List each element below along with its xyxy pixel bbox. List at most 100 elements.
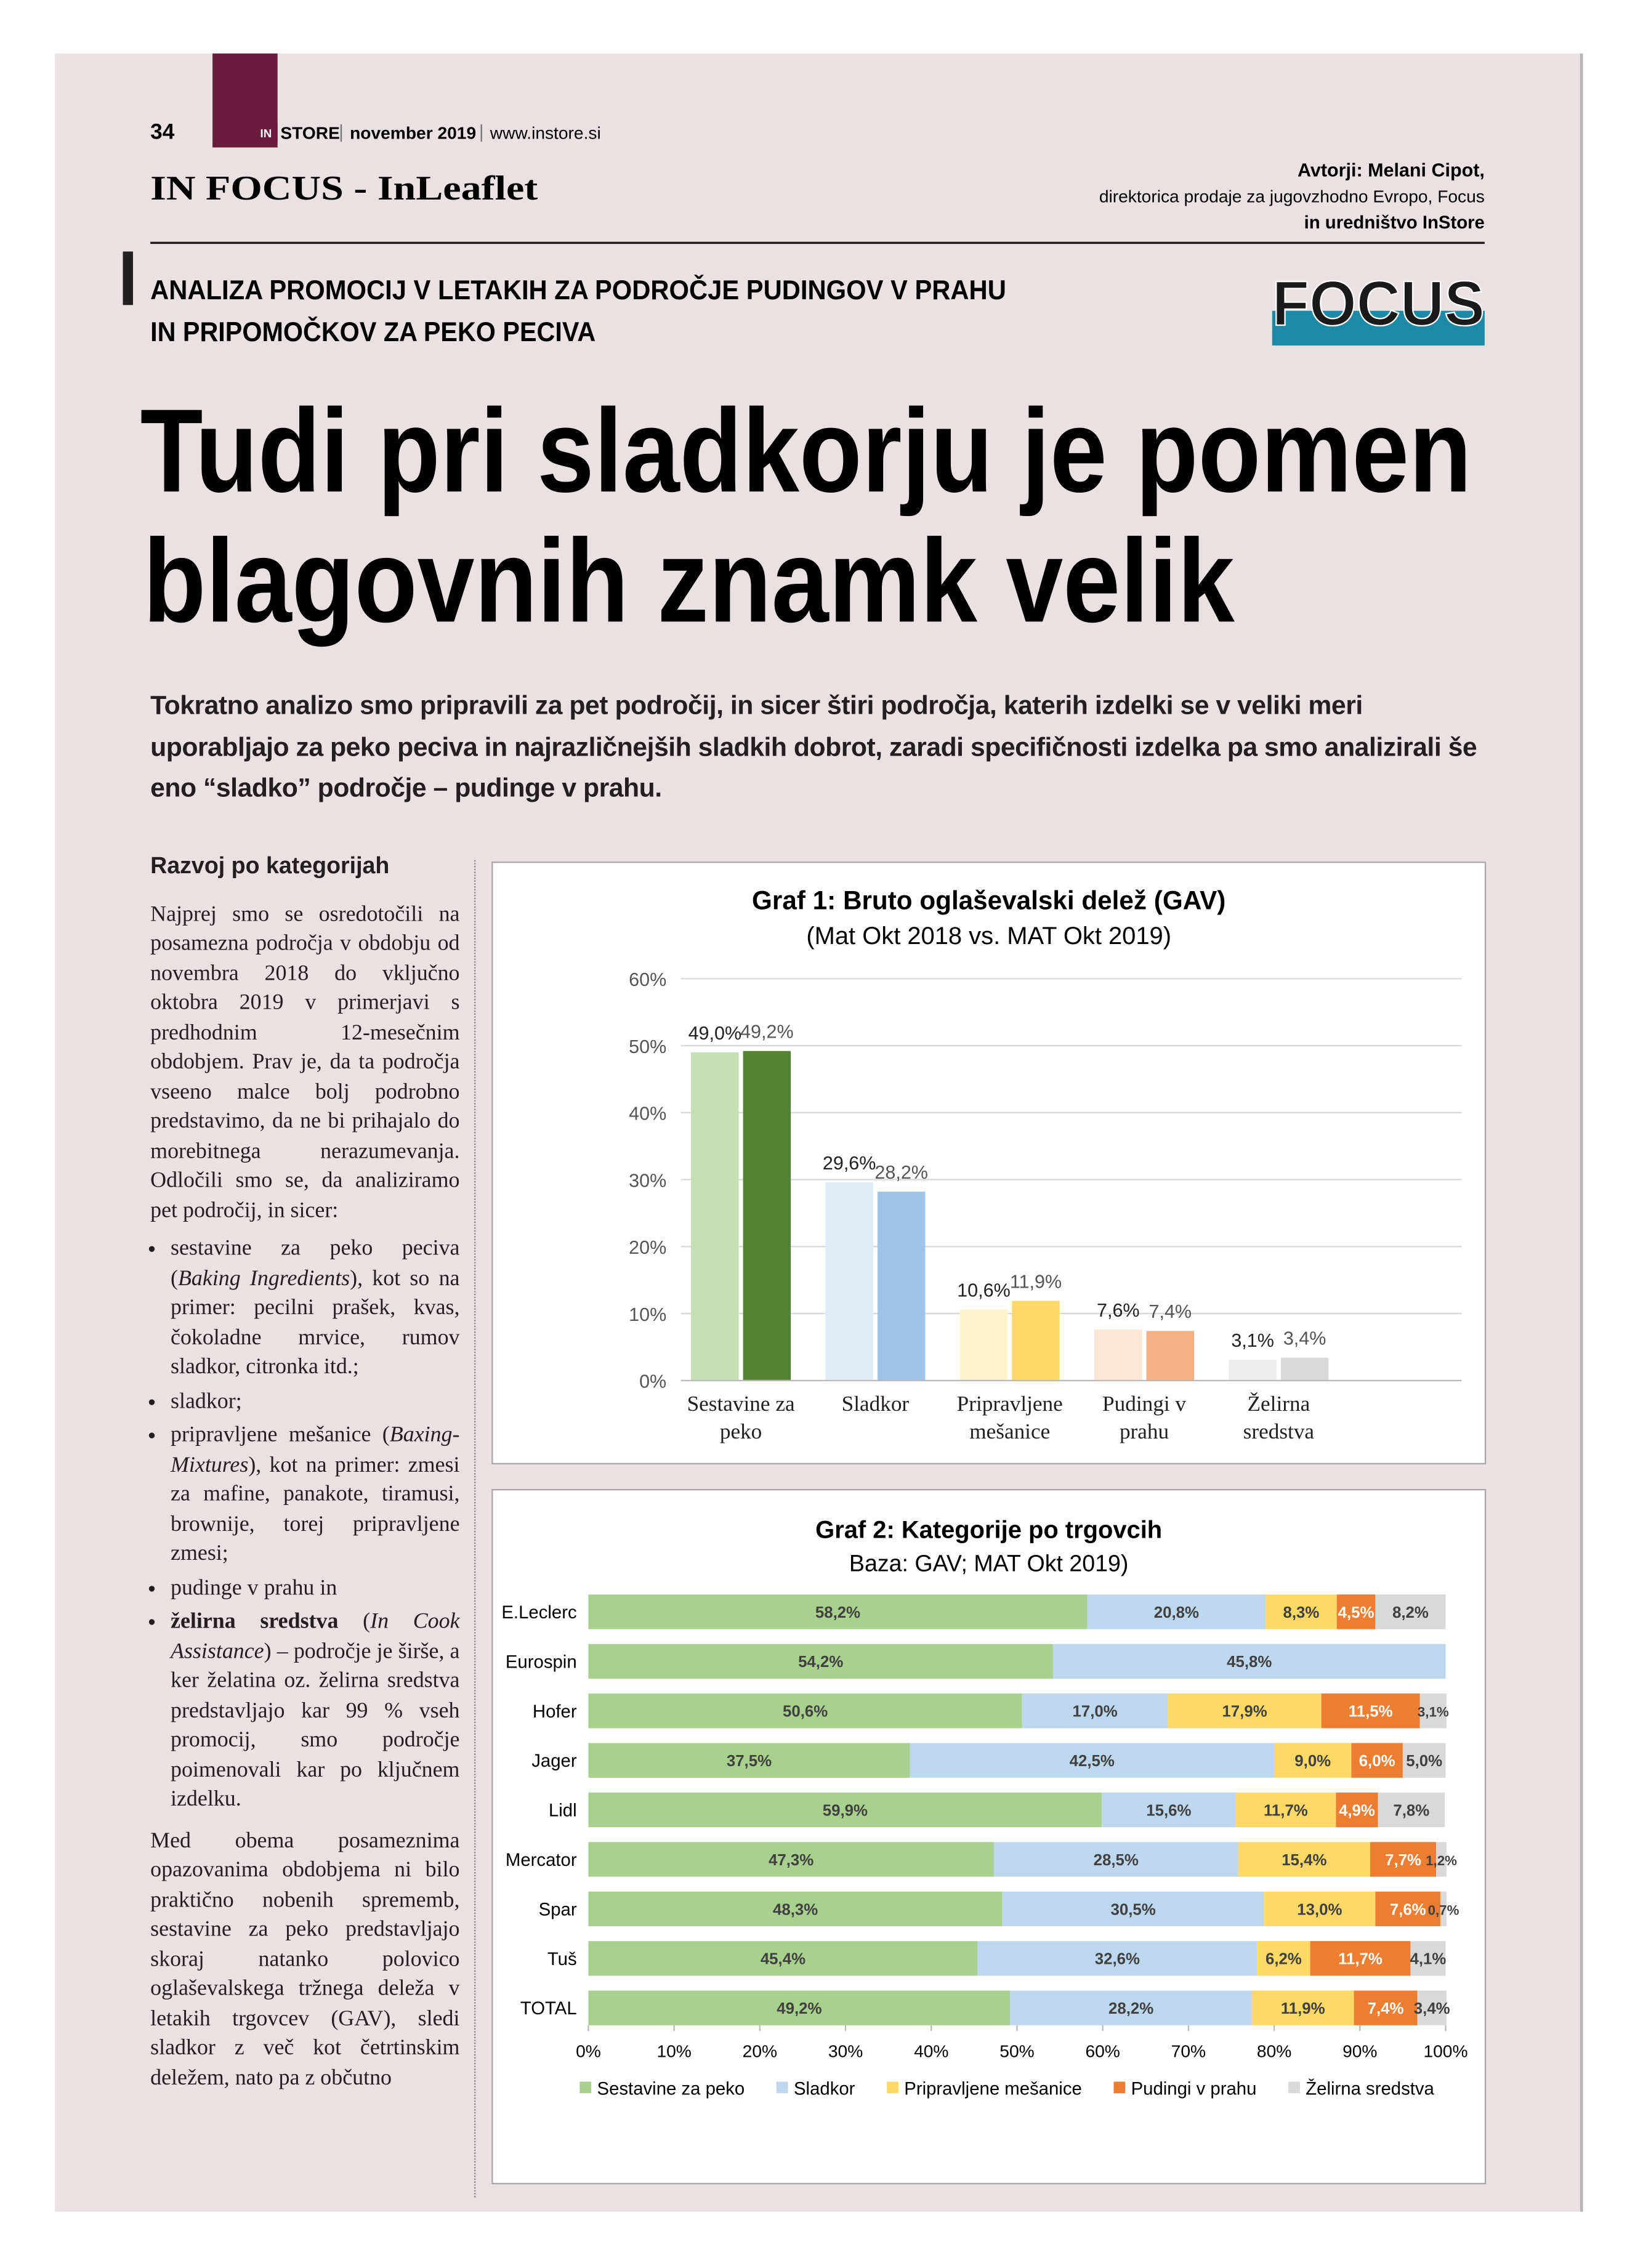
paragraph: Najprej smo se osredotočili na posamezna… (150, 901, 460, 1222)
x-tick-label: 60% (1085, 2041, 1120, 2060)
legend-label: Pudingi v prahu (1131, 2079, 1257, 2099)
bar-segment (1351, 1743, 1403, 1778)
x-tick-label: 100% (1423, 2041, 1467, 2060)
section-title: IN FOCUS - InLeaflet (150, 169, 538, 208)
bar-segment (1419, 1693, 1447, 1729)
value-label: 49,2% (740, 1022, 793, 1043)
bullet: sestavine za peko peciva (Baking Ingredi… (171, 1235, 460, 1383)
value-label: 3,4% (1414, 2000, 1450, 2017)
value-label: 1,2% (1426, 1853, 1457, 1868)
bar-segment (1022, 1693, 1168, 1729)
value-label: 28,5% (1094, 1852, 1139, 1869)
x-tick-label: Želirna sredstva (1243, 1393, 1315, 1445)
bar-segment (1410, 1941, 1446, 1976)
chart: Graf 2: Kategorije po trgovcih Baza: GAV;… (501, 1517, 1467, 2099)
bar-segment (1002, 1891, 1264, 1927)
value-label: 59,9% (823, 1802, 868, 1819)
value-label: 5,0% (1406, 1753, 1442, 1770)
value-label: 48,3% (773, 1901, 818, 1918)
x-tick-label: 80% (1257, 2041, 1291, 2060)
value-label: 20,8% (1154, 1604, 1199, 1621)
bar-segment (1235, 1792, 1336, 1828)
y-tick-label: Eurospin (506, 1652, 577, 1672)
bar-segment (1266, 1594, 1337, 1629)
bar (691, 1052, 739, 1381)
site-url: www.instore.si (490, 123, 601, 142)
value-label: 7,6% (1390, 1901, 1426, 1918)
bar-segment (993, 1842, 1238, 1877)
author-role: direktorica prodaje za jugovzhodno Evrop… (1099, 187, 1485, 206)
bar-segment (910, 1743, 1275, 1778)
value-label: 28,2% (1108, 2000, 1153, 2017)
value-label: 28,2% (874, 1162, 927, 1183)
bar-segment (588, 1594, 1088, 1629)
bar-segment (1402, 1743, 1446, 1778)
bar-segment (1052, 1644, 1446, 1679)
value-label: 7,8% (1393, 1802, 1429, 1819)
y-tick-label: 0% (639, 1371, 666, 1392)
y-tick-label: Lidl (549, 1801, 577, 1821)
y-tick-label: Tuš (547, 1949, 577, 1969)
value-label: 4,9% (1339, 1802, 1375, 1819)
y-tick-label: 40% (629, 1104, 666, 1124)
brand-store: STORE (280, 123, 340, 142)
bar-segment (977, 1941, 1258, 1976)
y-tick-label: E.Leclerc (501, 1602, 576, 1623)
headline: Tudi pri sladkorju je pomen (140, 384, 1472, 517)
bar-segment (1336, 1792, 1378, 1828)
value-label: 11,7% (1264, 1802, 1308, 1819)
value-label: 10,6% (957, 1280, 1010, 1301)
bar (1146, 1331, 1195, 1381)
bar-segment (1274, 1743, 1352, 1778)
bar-segment (1251, 1990, 1354, 2025)
value-label: 17,9% (1222, 1703, 1267, 1721)
x-tick-label: 20% (743, 2041, 777, 2060)
value-label: 29,6% (823, 1153, 876, 1174)
bar-segment (588, 1891, 1003, 1927)
x-tick-label: 40% (914, 2041, 948, 2060)
value-label: 45,8% (1227, 1653, 1272, 1671)
value-label: 7,4% (1368, 2000, 1404, 2017)
bar-segment (1440, 1891, 1447, 1927)
logo-band (1272, 310, 1485, 346)
legend-swatch (579, 2081, 592, 2094)
value-label: 32,6% (1095, 1951, 1140, 1968)
headline: blagovnih znamk velik (143, 514, 1235, 647)
bar-segment (1417, 1990, 1447, 2025)
value-label: 6,0% (1359, 1753, 1395, 1770)
x-tick-label: Sestavine za peko (687, 1393, 795, 1445)
bar (1280, 1357, 1329, 1381)
bar-segment (588, 1792, 1102, 1828)
value-label: 3,1% (1418, 1705, 1449, 1720)
y-tick-label: TOTAL (520, 1998, 577, 2019)
bar-segment (1370, 1842, 1437, 1877)
bullet-text: In Cook Assistance (171, 1608, 460, 1663)
value-label: 47,3% (769, 1852, 813, 1869)
legend-swatch (887, 2081, 898, 2094)
value-label: 42,5% (1070, 1753, 1115, 1770)
lead: Tokratno analizo smo pripravili za pet p… (150, 691, 1477, 802)
y-tick-label: 20% (629, 1237, 666, 1258)
chart-box: Graf 2: Kategorije po trgovcih Baza: GAV;… (491, 1488, 1487, 2185)
chart-box: Graf 1: Bruto oglaševalski delež (GAV) (M… (491, 862, 1487, 1465)
value-label: 58,2% (815, 1604, 860, 1621)
x-tick-label: 70% (1171, 2041, 1206, 2060)
bar-segment (1336, 1594, 1376, 1629)
bar-segment (588, 1941, 978, 1976)
bar-segment (588, 1743, 910, 1778)
value-label: 4,5% (1338, 1604, 1375, 1621)
bullet-text: želirna sredstva (171, 1608, 339, 1634)
y-tick-label: 10% (629, 1304, 666, 1325)
bar-segment (1010, 1990, 1252, 2025)
bullet: sladkor; (171, 1387, 460, 1416)
value-label: 45,4% (761, 1951, 805, 1968)
value-label: 3,4% (1283, 1328, 1326, 1349)
x-tick-label: Sladkor (841, 1393, 910, 1417)
value-label: 7,4% (1149, 1301, 1192, 1322)
bullet-text: ), kot na primer: zmesi za mafine, panak… (171, 1452, 460, 1566)
value-label: 49,2% (777, 2000, 822, 2017)
value-label: 37,5% (727, 1753, 772, 1770)
value-label: 8,3% (1283, 1604, 1320, 1621)
value-label: 11,9% (1281, 2000, 1325, 2017)
